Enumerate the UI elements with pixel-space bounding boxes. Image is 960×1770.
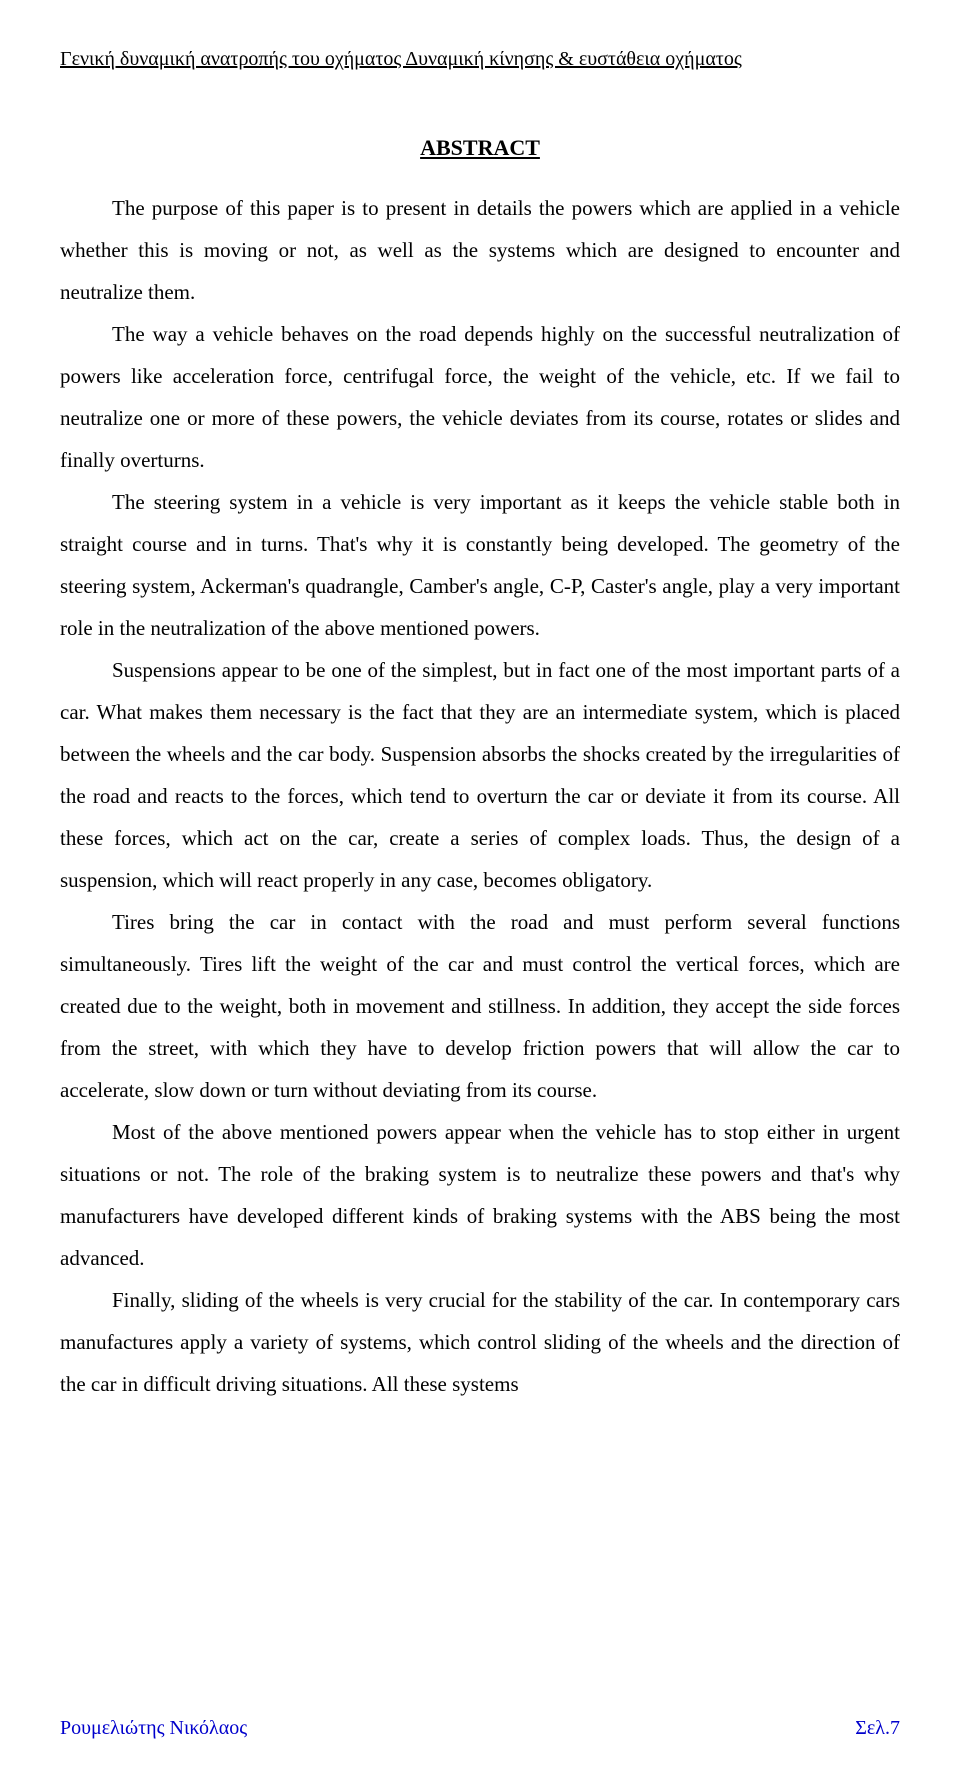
abstract-paragraph: Finally, sliding of the wheels is very c… [60, 1279, 900, 1405]
page: Γενική δυναμική ανατροπής του οχήματος Δ… [0, 0, 960, 1770]
abstract-paragraph: The purpose of this paper is to present … [60, 187, 900, 313]
abstract-paragraph: The steering system in a vehicle is very… [60, 481, 900, 649]
footer-page-number: Σελ.7 [855, 1717, 900, 1740]
abstract-body: The purpose of this paper is to present … [60, 187, 900, 1405]
running-header: Γενική δυναμική ανατροπής του οχήματος Δ… [60, 48, 900, 71]
page-footer: Ρουμελιώτης Νικόλαος Σελ.7 [60, 1717, 900, 1740]
abstract-paragraph: Most of the above mentioned powers appea… [60, 1111, 900, 1279]
abstract-paragraph: Suspensions appear to be one of the simp… [60, 649, 900, 901]
abstract-paragraph: The way a vehicle behaves on the road de… [60, 313, 900, 481]
abstract-paragraph: Tires bring the car in contact with the … [60, 901, 900, 1111]
footer-author: Ρουμελιώτης Νικόλαος [60, 1717, 247, 1740]
abstract-heading: ABSTRACT [60, 135, 900, 161]
